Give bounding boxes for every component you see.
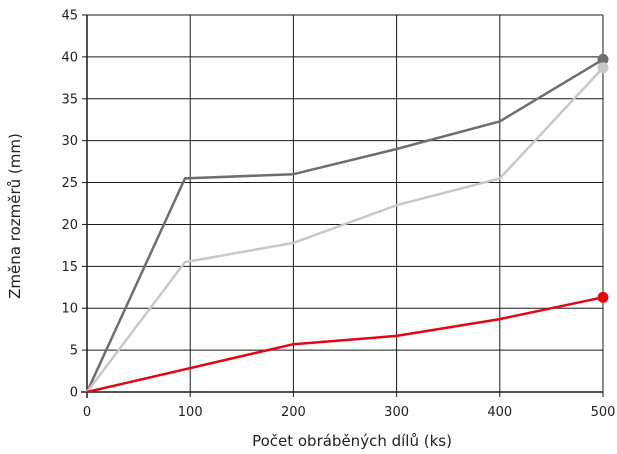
series-line-2 [86,66,604,393]
y-tick-label: 15 [61,260,78,275]
series-1-end-point [597,53,609,65]
y-tick-label: 25 [61,176,78,191]
x-tick-label: 300 [384,405,409,420]
series-group [85,53,609,394]
y-tick-label: 10 [61,302,78,317]
y-tick-label: 35 [61,92,78,107]
x-tick-label: 500 [591,405,616,420]
x-tick-label: 0 [83,405,91,420]
y-tick-label: 30 [61,134,78,149]
series-2-end-point [597,62,609,74]
series-3-end-point [597,291,609,303]
x-tick-label: 100 [178,405,203,420]
x-axis-title: Počet obráběných dílů (ks) [252,432,452,450]
axes [81,14,604,398]
tick-labels: 0 5 10 15 20 25 30 35 40 45 0 100 200 300 400 500 [61,9,615,421]
series-line-1 [85,58,604,393]
y-tick-label: 45 [61,9,78,24]
y-tick-label: 20 [61,218,78,233]
y-tick-label: 40 [61,50,78,65]
x-tick-label: 400 [487,405,512,420]
x-tick-label: 200 [281,405,306,420]
series-line-3 [86,296,604,394]
y-tick-label: 5 [70,344,78,359]
grid [87,14,604,392]
y-axis-title: Změna rozměrů (mm) [6,133,24,299]
y-tick-label: 0 [70,386,78,401]
